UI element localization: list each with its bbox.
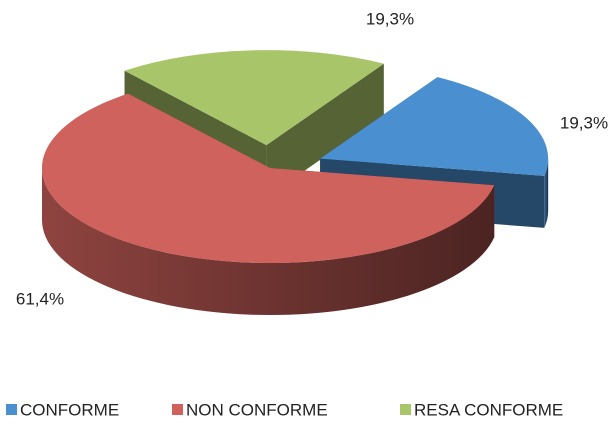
slice-top xyxy=(124,50,384,146)
slice-side-shade xyxy=(544,158,549,228)
legend-label: CONFORME xyxy=(20,400,119,419)
legend-swatch xyxy=(400,404,411,415)
legend-swatch xyxy=(172,404,183,415)
slice-top xyxy=(320,77,549,176)
pie-slice xyxy=(41,93,495,315)
legend-label: NON CONFORME xyxy=(186,400,328,419)
legend-label: RESA CONFORME xyxy=(414,400,563,419)
data-label: 19,3% xyxy=(560,113,608,132)
legend-swatch xyxy=(6,404,17,415)
slice-top xyxy=(41,93,495,263)
data-label: 61,4% xyxy=(16,289,64,308)
slice-side-shade xyxy=(42,168,495,315)
slice-cut-wall xyxy=(266,63,384,198)
data-label: 19,3% xyxy=(366,9,414,28)
